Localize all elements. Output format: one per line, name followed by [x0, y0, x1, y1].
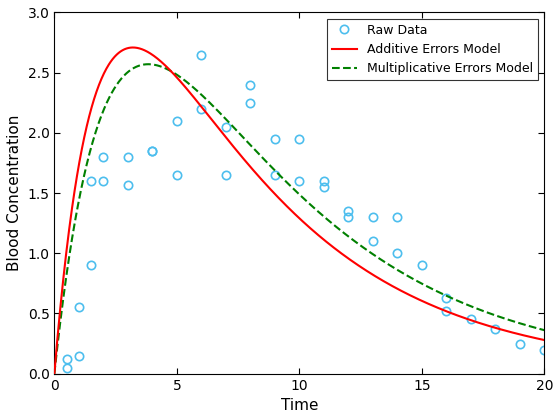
Line: Additive Errors Model: Additive Errors Model: [54, 47, 544, 373]
Multiplicative Errors Model: [51, 371, 58, 376]
Multiplicative Errors Model: [267, 164, 274, 169]
Multiplicative Errors Model: [433, 289, 440, 294]
Raw Data: [76, 353, 82, 358]
Raw Data: [272, 173, 278, 178]
Raw Data: [345, 209, 352, 214]
Raw Data: [443, 309, 450, 314]
Raw Data: [443, 295, 450, 300]
Line: Multiplicative Errors Model: Multiplicative Errors Model: [54, 64, 544, 373]
Raw Data: [124, 182, 131, 187]
Raw Data: [222, 173, 229, 178]
Additive Errors Model: [250, 167, 256, 172]
Raw Data: [296, 136, 303, 142]
Multiplicative Errors Model: [145, 62, 152, 67]
Y-axis label: Blood Concentration: Blood Concentration: [7, 115, 22, 271]
Legend: Raw Data, Additive Errors Model, Multiplicative Errors Model: Raw Data, Additive Errors Model, Multipl…: [327, 19, 538, 80]
Additive Errors Model: [51, 371, 58, 376]
Raw Data: [345, 215, 352, 220]
Raw Data: [124, 155, 131, 160]
Multiplicative Errors Model: [250, 145, 256, 150]
Raw Data: [174, 173, 180, 178]
Raw Data: [272, 136, 278, 142]
Raw Data: [149, 148, 156, 153]
Additive Errors Model: [541, 338, 548, 343]
Raw Data: [492, 327, 498, 332]
Raw Data: [247, 82, 254, 87]
Raw Data: [88, 178, 95, 184]
Raw Data: [320, 178, 327, 184]
Raw Data: [174, 118, 180, 123]
Raw Data: [370, 215, 376, 220]
Raw Data: [88, 263, 95, 268]
Raw Data: [198, 106, 205, 111]
Raw Data: [296, 178, 303, 184]
Raw Data: [100, 155, 107, 160]
Additive Errors Model: [101, 70, 108, 75]
Raw Data: [370, 239, 376, 244]
Raw Data: [63, 365, 70, 370]
Additive Errors Model: [267, 187, 274, 192]
Additive Errors Model: [433, 305, 440, 310]
Raw Data: [222, 124, 229, 129]
Multiplicative Errors Model: [442, 293, 449, 298]
Raw Data: [320, 184, 327, 189]
Raw Data: [198, 52, 205, 57]
Raw Data: [63, 357, 70, 362]
Multiplicative Errors Model: [541, 328, 548, 333]
Additive Errors Model: [129, 45, 136, 50]
Raw Data: [76, 305, 82, 310]
Raw Data: [394, 215, 401, 220]
Raw Data: [418, 263, 425, 268]
Multiplicative Errors Model: [388, 264, 395, 269]
Raw Data: [541, 347, 548, 352]
Additive Errors Model: [442, 308, 449, 313]
Raw Data: [516, 341, 523, 346]
X-axis label: Time: Time: [281, 398, 318, 413]
Raw Data: [468, 317, 474, 322]
Additive Errors Model: [388, 283, 395, 288]
Raw Data: [247, 100, 254, 105]
Raw Data: [100, 178, 107, 184]
Raw Data: [394, 251, 401, 256]
Raw Data: [149, 148, 156, 153]
Line: Raw Data: Raw Data: [63, 50, 548, 372]
Multiplicative Errors Model: [101, 105, 108, 110]
